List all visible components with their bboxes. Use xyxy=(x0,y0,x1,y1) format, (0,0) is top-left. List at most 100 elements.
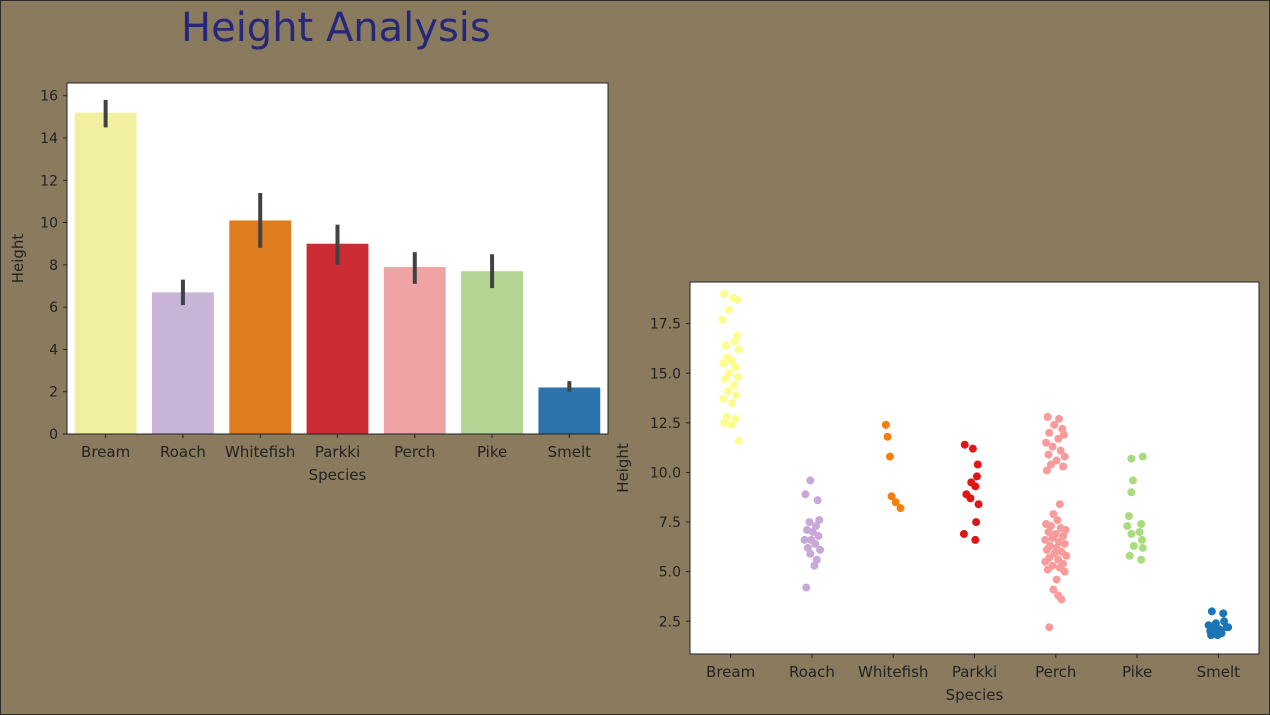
plot-area-2 xyxy=(690,282,1259,654)
bar-smelt xyxy=(538,387,601,434)
point-bream xyxy=(730,337,739,346)
point-perch xyxy=(1043,565,1052,574)
point-perch xyxy=(1060,539,1069,548)
point-roach xyxy=(805,518,814,527)
point-bream xyxy=(719,359,728,368)
x-axis-label: Species xyxy=(946,686,1004,704)
point-pike xyxy=(1137,555,1146,564)
point-perch xyxy=(1043,412,1052,421)
y-axis-label: Height xyxy=(9,234,27,284)
point-pike xyxy=(1127,529,1136,538)
point-perch xyxy=(1042,438,1051,447)
point-bream xyxy=(731,414,740,423)
point-bream xyxy=(729,381,738,390)
point-bream xyxy=(732,391,741,400)
point-parkki xyxy=(971,482,980,491)
point-roach xyxy=(814,531,823,540)
point-pike xyxy=(1127,488,1136,497)
point-pike xyxy=(1127,454,1136,463)
bar-parkki xyxy=(306,243,369,434)
point-perch xyxy=(1045,623,1054,632)
y-tick-label: 17.5 xyxy=(650,317,681,333)
point-pike xyxy=(1135,527,1144,536)
point-pike xyxy=(1138,452,1147,461)
point-perch xyxy=(1057,595,1066,604)
point-pike xyxy=(1129,476,1138,485)
y-tick-label: 12 xyxy=(40,173,58,189)
y-tick-label: 8 xyxy=(49,258,58,274)
axes-frame-2 xyxy=(689,281,1260,655)
point-roach xyxy=(811,522,820,531)
point-bream xyxy=(720,289,729,298)
bar-perch xyxy=(383,266,446,434)
point-bream xyxy=(727,420,736,429)
point-roach xyxy=(800,535,809,544)
point-perch xyxy=(1052,456,1061,465)
point-perch xyxy=(1044,450,1053,459)
point-bream xyxy=(728,357,737,366)
bar-bream xyxy=(74,112,137,434)
bar-roach xyxy=(152,292,214,434)
point-perch xyxy=(1045,428,1054,437)
point-smelt xyxy=(1207,631,1216,640)
point-parkki xyxy=(966,494,975,503)
axes-frame-1 xyxy=(66,82,609,435)
point-perch xyxy=(1060,567,1069,576)
x-tick-label: Parkki xyxy=(952,663,997,681)
y-tick-label: 10.0 xyxy=(650,465,681,481)
point-perch xyxy=(1048,533,1057,542)
point-perch xyxy=(1046,460,1055,469)
y-tick-label: 15.0 xyxy=(650,366,681,382)
point-parkki xyxy=(974,500,983,509)
point-perch xyxy=(1041,535,1050,544)
x-tick-label: Roach xyxy=(160,443,206,461)
point-roach xyxy=(806,549,815,558)
point-parkki xyxy=(973,460,982,469)
point-smelt xyxy=(1213,631,1222,640)
point-perch xyxy=(1042,466,1051,475)
point-smelt xyxy=(1224,623,1233,632)
y-tick-label: 4 xyxy=(49,342,58,358)
bar-pike xyxy=(461,271,523,434)
point-parkki xyxy=(960,440,969,449)
point-whitefish xyxy=(883,432,892,441)
x-tick-label: Bream xyxy=(81,443,130,461)
point-bream xyxy=(733,295,742,304)
point-perch xyxy=(1048,442,1057,451)
point-bream xyxy=(728,399,737,408)
point-pike xyxy=(1137,535,1146,544)
point-perch xyxy=(1049,585,1058,594)
y-tick-label: 14 xyxy=(40,131,58,147)
point-perch xyxy=(1050,420,1059,429)
point-perch xyxy=(1041,557,1050,566)
point-bream xyxy=(719,395,728,404)
point-bream xyxy=(734,436,743,445)
x-tick-label: Smelt xyxy=(548,443,592,461)
point-parkki xyxy=(972,518,981,527)
bar-whitefish xyxy=(229,220,292,434)
point-bream xyxy=(724,387,733,396)
point-perch xyxy=(1059,430,1068,439)
point-roach xyxy=(810,561,819,570)
point-perch xyxy=(1055,414,1064,423)
point-pike xyxy=(1129,541,1138,550)
x-tick-label: Bream xyxy=(706,663,755,681)
point-parkki xyxy=(959,529,968,538)
x-tick-label: Pike xyxy=(1122,663,1152,681)
point-perch xyxy=(1044,527,1053,536)
point-perch xyxy=(1054,434,1063,443)
point-roach xyxy=(802,583,811,592)
point-perch xyxy=(1042,545,1051,554)
point-parkki xyxy=(972,472,981,481)
point-whitefish xyxy=(881,420,890,429)
x-tick-label: Perch xyxy=(1035,663,1076,681)
point-roach xyxy=(806,476,815,485)
x-axis-label: Species xyxy=(309,466,367,484)
point-roach xyxy=(815,516,824,525)
y-tick-label: 6 xyxy=(49,300,58,316)
x-tick-label: Parkki xyxy=(315,443,360,461)
point-perch xyxy=(1059,531,1068,540)
point-whitefish xyxy=(896,504,905,513)
point-parkki xyxy=(968,444,977,453)
point-pike xyxy=(1123,522,1132,531)
